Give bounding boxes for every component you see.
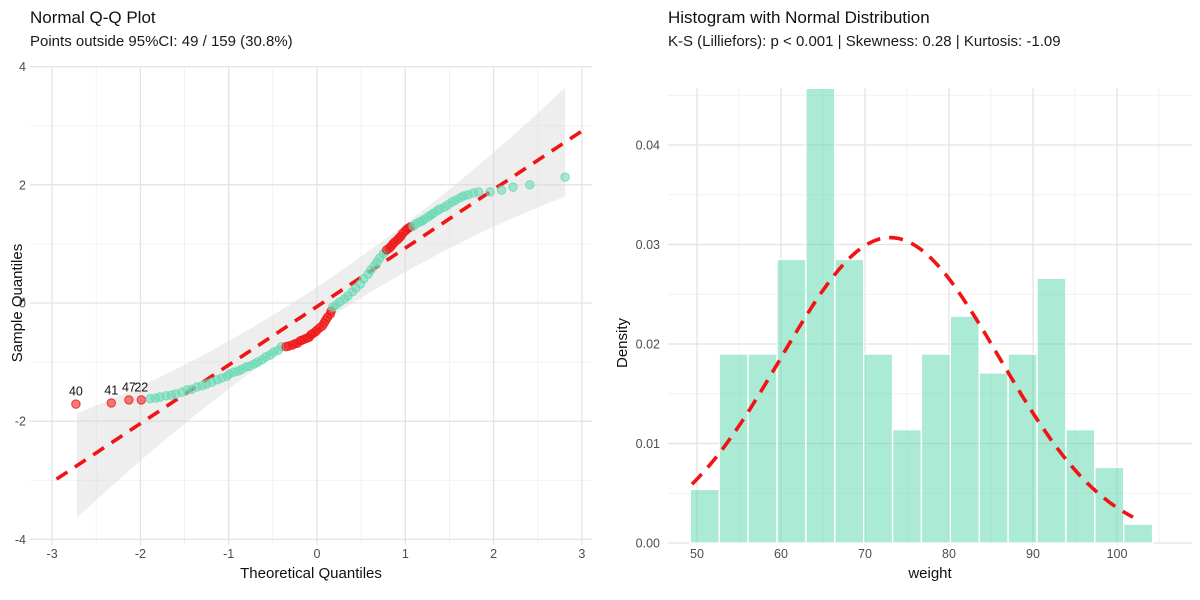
x-tick-label: -3 <box>47 547 58 561</box>
y-tick-label: 0.00 <box>636 537 660 551</box>
normal-curve <box>690 235 1134 519</box>
x-tick-label: 90 <box>1026 547 1040 561</box>
y-tick-label: 4 <box>19 60 26 74</box>
y-tick-label: 2 <box>19 178 26 192</box>
histogram-y-axis-title: Density <box>614 317 631 369</box>
qq-outlier-label: 22 <box>134 380 148 394</box>
y-tick-label: 0.03 <box>636 238 660 252</box>
histogram-bar <box>747 353 778 544</box>
histogram-title: Histogram with Normal Distribution <box>668 8 930 27</box>
qq-y-axis-title: Sample Quantiles <box>9 243 26 363</box>
x-tick-label: 2 <box>490 547 497 561</box>
qq-reference-line <box>55 125 590 481</box>
histogram-bar <box>863 353 894 544</box>
histogram-bar <box>920 353 951 544</box>
histogram-x-axis-title: weight <box>908 565 952 582</box>
histogram-bar <box>805 87 836 544</box>
histogram-panel: Histogram with Normal Distribution K-S (… <box>600 0 1200 600</box>
qq-plot-panel: Normal Q-Q Plot Points outside 95%CI: 49… <box>9 8 592 582</box>
x-tick-label: -2 <box>135 547 146 561</box>
x-tick-label: 50 <box>690 547 704 561</box>
histogram-bar <box>978 372 1009 544</box>
qq-title: Normal Q-Q Plot <box>30 8 156 27</box>
qq-point <box>560 172 570 182</box>
histogram-subtitle: K-S (Lilliefors): p < 0.001 | Skewness: … <box>668 33 1061 50</box>
y-tick-label: -2 <box>15 415 26 429</box>
qq-outlier-point <box>136 395 147 405</box>
x-tick-label: 80 <box>942 547 956 561</box>
x-tick-label: -1 <box>223 547 234 561</box>
x-tick-label: 1 <box>402 547 409 561</box>
qq-outlier-label: 40 <box>69 385 83 399</box>
y-tick-label: 0 <box>19 297 26 311</box>
qq-x-axis-title: Theoretical Quantiles <box>240 565 382 582</box>
x-tick-label: 100 <box>1107 547 1128 561</box>
qq-point <box>508 182 518 192</box>
histogram-bar <box>1036 277 1067 544</box>
qq-subtitle: Points outside 95%CI: 49 / 159 (30.8%) <box>30 33 293 50</box>
qq-point <box>496 185 507 195</box>
y-tick-label: 0.04 <box>636 139 660 153</box>
histogram-bar <box>891 428 923 544</box>
qq-point <box>473 187 484 197</box>
y-tick-label: -4 <box>15 533 26 547</box>
x-tick-label: 3 <box>578 547 585 561</box>
histogram-bar <box>1094 466 1125 544</box>
histogram-svg: 50 60 70 80 90 100 0.00 0.01 0.02 0.03 0.04 <box>636 87 1192 561</box>
histogram-bar <box>1123 523 1154 544</box>
qq-outlier-label: 41 <box>104 383 118 397</box>
qq-outlier-label: 47 <box>122 380 136 394</box>
x-tick-label: 0 <box>314 547 321 561</box>
x-tick-label: 70 <box>858 547 872 561</box>
qq-point <box>485 187 495 197</box>
qq-point <box>525 180 535 190</box>
histogram-bar <box>689 488 720 544</box>
x-tick-label: 60 <box>774 547 788 561</box>
qq-outlier-point <box>106 398 117 408</box>
histogram-bar <box>949 315 980 544</box>
qq-outlier-point <box>124 395 134 405</box>
y-tick-label: 0.01 <box>636 437 660 451</box>
qq-outlier-point <box>71 399 81 409</box>
y-tick-label: 0.02 <box>636 338 660 352</box>
histogram-bar <box>776 258 807 544</box>
histogram-bar <box>834 258 865 544</box>
